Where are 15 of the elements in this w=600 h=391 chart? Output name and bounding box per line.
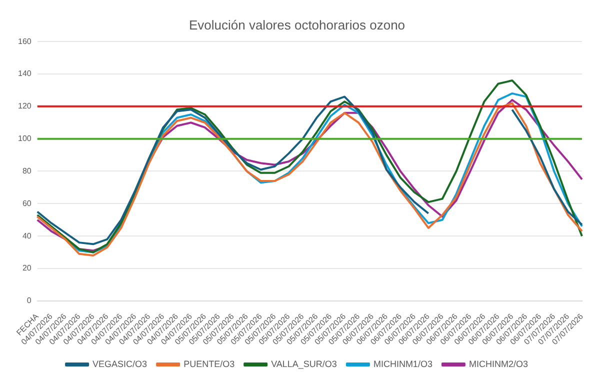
y-tick-label: 80 <box>22 166 32 176</box>
y-tick-label: 40 <box>22 231 32 240</box>
legend-label: VEGASIC/O3 <box>92 358 148 369</box>
y-tick-label: 100 <box>18 134 32 144</box>
y-tick-label: 140 <box>18 69 32 78</box>
legend-label: MICHINM2/O3 <box>468 358 528 369</box>
legend-label: PUENTE/O3 <box>184 358 235 369</box>
legend-label: VALLA_SUR/O3 <box>271 358 337 369</box>
y-tick-label: 20 <box>22 264 32 273</box>
y-tick-label: 160 <box>18 36 32 46</box>
y-tick-label: 60 <box>22 198 32 208</box>
y-tick-label: 0 <box>26 296 32 306</box>
chart-title: Evolución valores octohorarios ozono <box>188 17 406 32</box>
legend-label: MICHINM1/O3 <box>373 358 432 369</box>
y-tick-label: 120 <box>18 102 32 111</box>
